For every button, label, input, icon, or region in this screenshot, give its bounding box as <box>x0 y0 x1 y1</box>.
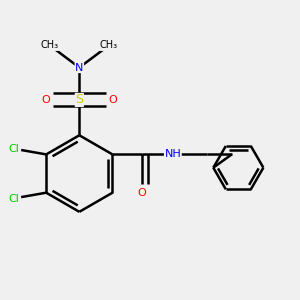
Text: CH₃: CH₃ <box>100 40 118 50</box>
Text: O: O <box>109 95 118 105</box>
Text: O: O <box>138 188 146 198</box>
Text: CH₃: CH₃ <box>41 40 59 50</box>
Text: NH: NH <box>164 149 181 159</box>
Text: S: S <box>75 93 83 106</box>
Text: O: O <box>41 95 50 105</box>
Text: Cl: Cl <box>8 194 19 204</box>
Text: N: N <box>75 63 83 73</box>
Text: Cl: Cl <box>8 143 19 154</box>
